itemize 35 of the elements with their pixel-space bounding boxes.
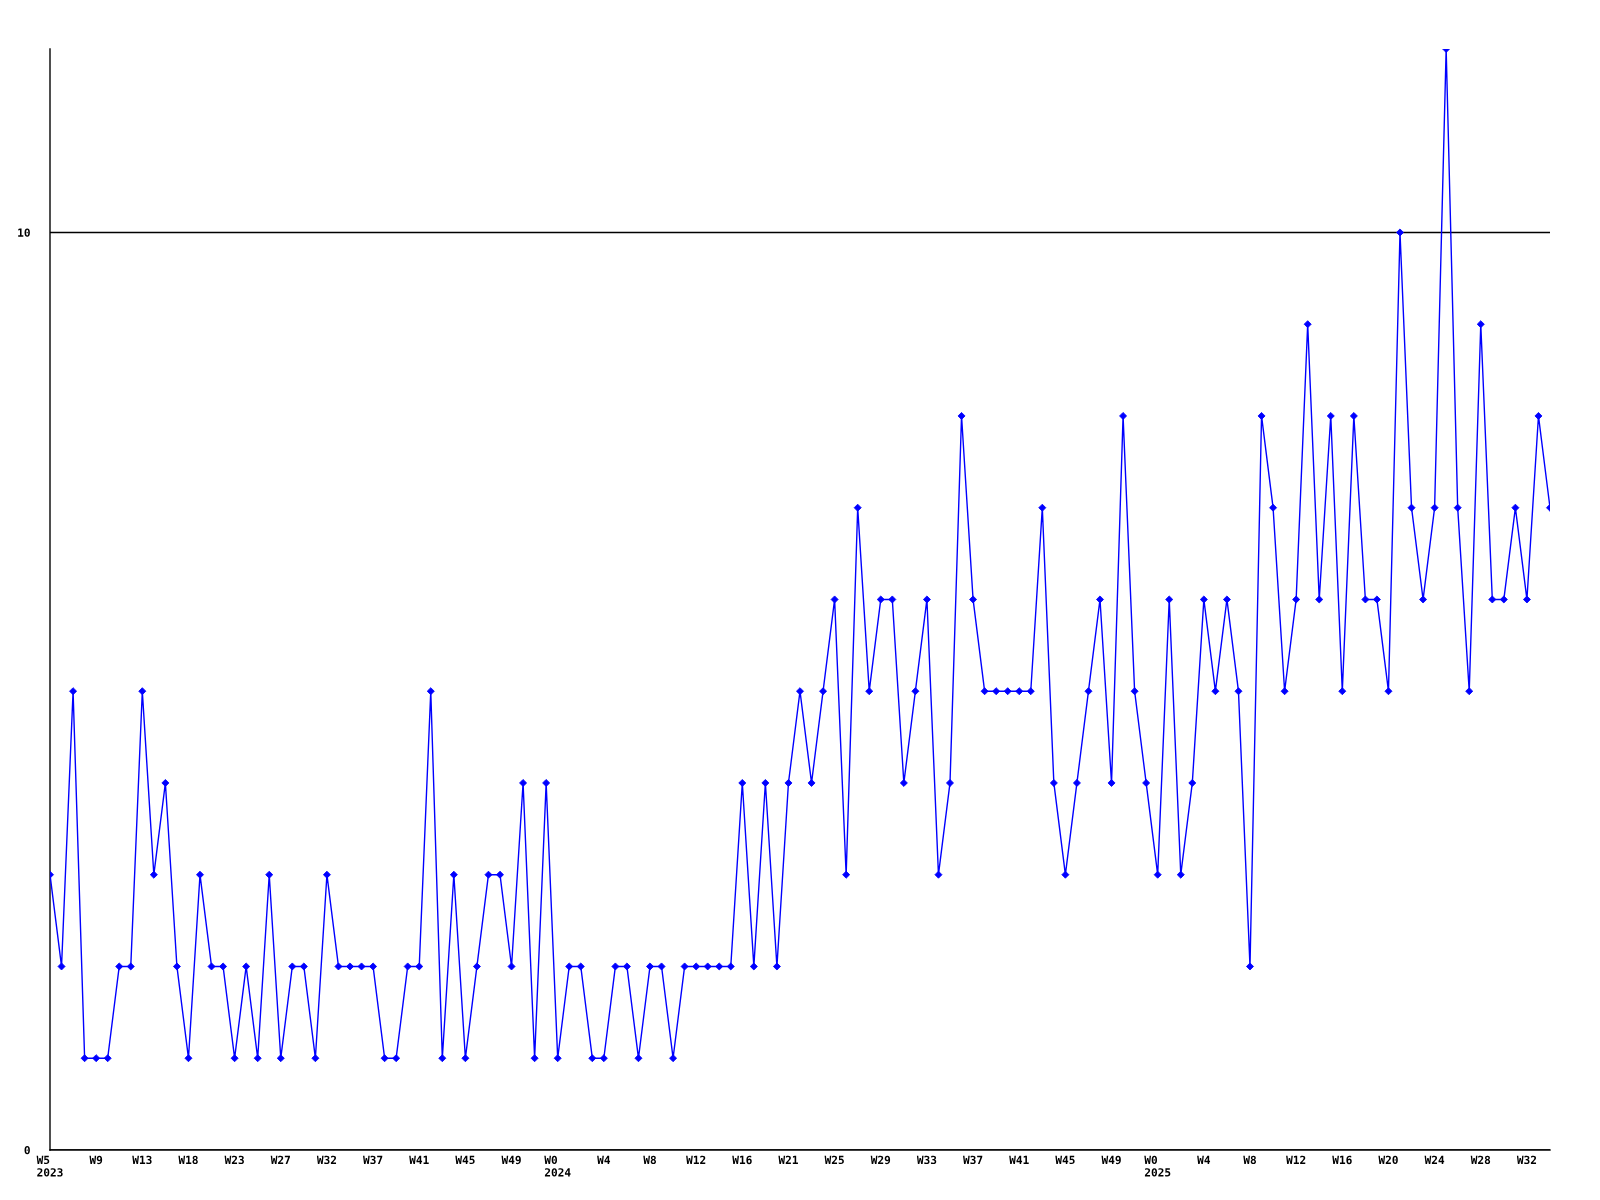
x-tick-label: W45 bbox=[1055, 1155, 1075, 1165]
x-tick-label: W33 bbox=[916, 1155, 937, 1165]
x-tick-label: W41 bbox=[409, 1155, 429, 1164]
x-tick-label: W13 bbox=[132, 1155, 152, 1165]
x-tick-label: W18 bbox=[178, 1155, 198, 1165]
x-tick-label: W12 bbox=[686, 1155, 706, 1164]
x-tick-label: W0 2025 bbox=[1144, 1155, 1171, 1177]
x-tick-label: W4 bbox=[1197, 1155, 1211, 1164]
x-tick-label: W32 bbox=[316, 1155, 337, 1165]
x-tick-label: W12 bbox=[1286, 1155, 1306, 1164]
x-tick-label: W37 bbox=[363, 1155, 383, 1165]
x-tick-label: W9 bbox=[89, 1155, 103, 1165]
x-tick-label: W5 2023 bbox=[36, 1155, 63, 1177]
x-tick-label: W49 bbox=[1101, 1155, 1121, 1165]
x-tick-label: W49 bbox=[501, 1155, 521, 1165]
y-tick-label: 0 bbox=[24, 1145, 30, 1155]
x-tick-label: W23 bbox=[224, 1155, 244, 1165]
x-tick-label: W21 bbox=[778, 1155, 798, 1164]
y-tick-label: 10 bbox=[18, 228, 30, 237]
x-tick-label: W8 bbox=[1243, 1155, 1256, 1165]
x-tick-label: W27 bbox=[270, 1155, 290, 1164]
x-tick-label: W24 bbox=[1424, 1155, 1445, 1164]
x-tick-label: W16 bbox=[732, 1155, 752, 1165]
x-tick-label: W28 bbox=[1470, 1155, 1491, 1165]
x-tick-label: W45 bbox=[455, 1155, 475, 1165]
x-tick-label: W0 2024 bbox=[544, 1155, 571, 1177]
x-tick-label: W4 bbox=[597, 1155, 611, 1164]
x-tick-label: W20 bbox=[1378, 1155, 1398, 1165]
x-tick-label: W37 bbox=[963, 1155, 983, 1165]
x-tick-label: W25 bbox=[824, 1155, 844, 1165]
x-tick-label: W16 bbox=[1332, 1155, 1352, 1165]
x-tick-label: W32 bbox=[1516, 1155, 1537, 1165]
x-tick-label: W29 bbox=[870, 1155, 891, 1165]
x-tick-label: W8 bbox=[643, 1155, 656, 1165]
x-tick-label: W41 bbox=[1009, 1155, 1029, 1164]
